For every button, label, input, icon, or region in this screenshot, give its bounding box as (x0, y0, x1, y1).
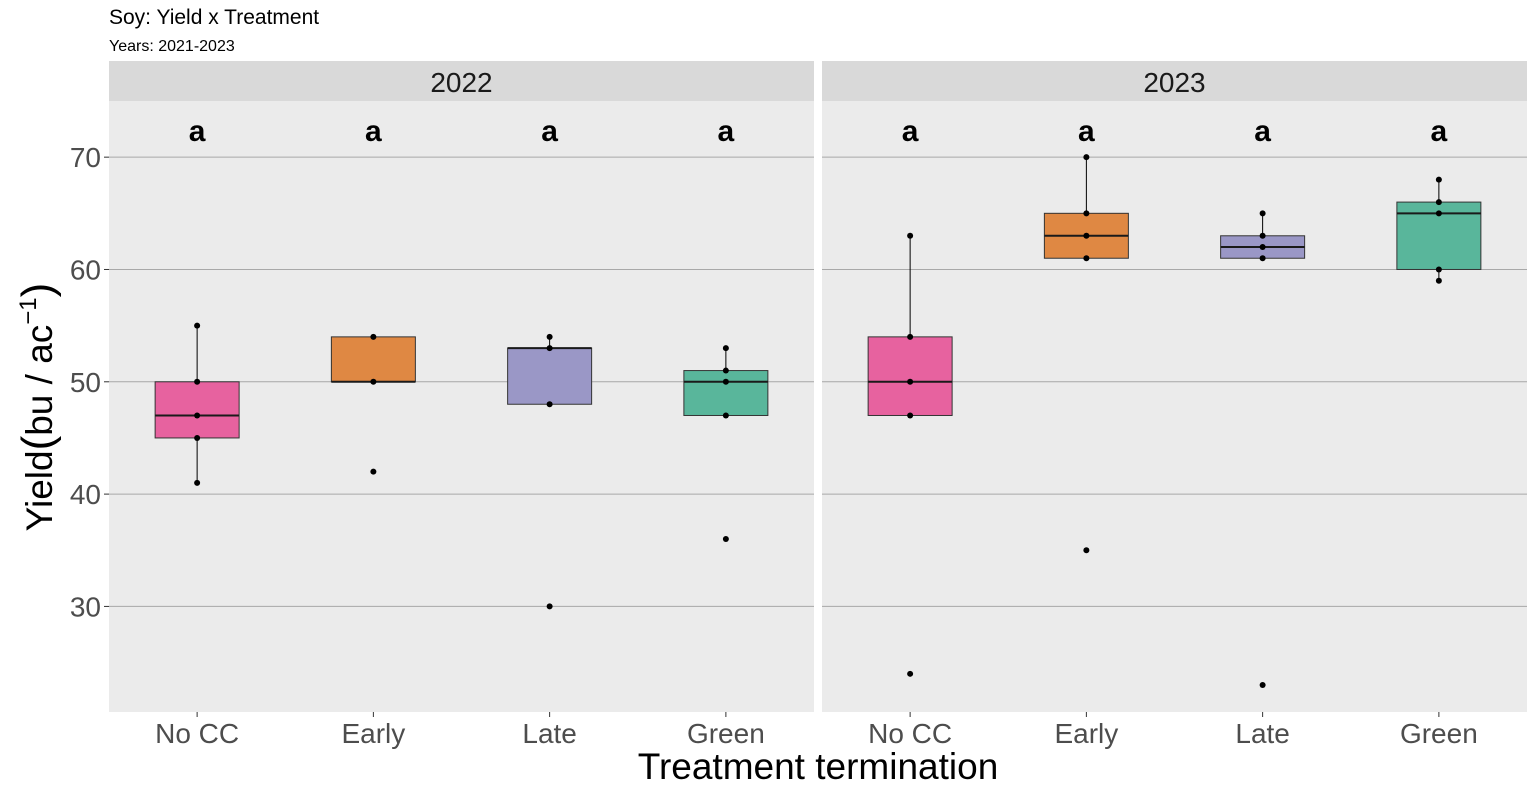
data-point (907, 378, 914, 385)
data-point (546, 401, 553, 408)
data-point (1083, 255, 1090, 262)
x-axis-title: Treatment termination (638, 746, 999, 787)
iqr-box (867, 336, 953, 416)
significance-letter: a (541, 115, 558, 148)
iqr-box (507, 347, 593, 405)
box-early: a (330, 115, 416, 475)
significance-letter: a (718, 115, 735, 148)
y-tick-label: 40 (70, 479, 101, 510)
data-point (370, 468, 377, 475)
data-point (1083, 210, 1090, 217)
data-point (546, 345, 553, 352)
data-point (194, 378, 201, 385)
y-axis: 30 40 50 60 70 (70, 142, 109, 622)
facet-strip (109, 61, 814, 101)
data-point (194, 434, 201, 441)
box-green: a (683, 115, 769, 543)
significance-letter: a (902, 115, 919, 148)
data-point (1435, 176, 1442, 183)
facet-strip-label: 2023 (1143, 67, 1205, 98)
data-point (907, 670, 914, 677)
significance-letter: a (365, 115, 382, 148)
data-point (1435, 199, 1442, 206)
data-point (370, 378, 377, 385)
x-tick-label: Green (1400, 718, 1478, 749)
y-axis-title-text: Yield(bu / ac−1) (13, 283, 62, 532)
y-axis-title: Yield(bu / ac−1) (13, 283, 62, 532)
data-point (1259, 244, 1266, 251)
data-point (546, 603, 553, 610)
data-point (1259, 232, 1266, 239)
data-point (1259, 210, 1266, 217)
data-point (1435, 210, 1442, 217)
iqr-box (683, 370, 769, 416)
data-point (1083, 547, 1090, 554)
box-late: a (507, 115, 593, 610)
significance-letter: a (1078, 115, 1095, 148)
data-point (194, 479, 201, 486)
box-green: a (1396, 115, 1482, 284)
data-point (907, 412, 914, 419)
data-point (370, 333, 377, 340)
chart-title: Soy: Yield x Treatment (109, 6, 319, 29)
box-no-cc: a (154, 115, 240, 486)
data-point (907, 333, 914, 340)
data-point (194, 322, 201, 329)
significance-letter: a (189, 115, 206, 148)
x-tick-label: Early (341, 718, 405, 749)
x-tick-label: No CC (868, 718, 952, 749)
data-point (1083, 154, 1090, 161)
data-point (722, 378, 729, 385)
x-tick-label: No CC (155, 718, 239, 749)
data-point (1083, 232, 1090, 239)
data-point (722, 536, 729, 543)
data-point (1259, 682, 1266, 689)
significance-letter: a (1254, 115, 1271, 148)
data-point (907, 232, 914, 239)
data-point (1435, 266, 1442, 273)
x-tick-label: Green (687, 718, 765, 749)
y-tick-label: 70 (70, 142, 101, 173)
x-tick-label: Early (1054, 718, 1118, 749)
x-tick-label: Late (1235, 718, 1290, 749)
y-tick-label: 50 (70, 367, 101, 398)
significance-letter: a (1431, 115, 1448, 148)
x-tick-label: Late (522, 718, 577, 749)
data-point (1259, 255, 1266, 262)
data-point (194, 412, 201, 419)
data-point (722, 412, 729, 419)
box-no-cc: a (867, 115, 953, 677)
box-early: a (1043, 115, 1129, 554)
iqr-box (154, 381, 240, 439)
data-point (722, 345, 729, 352)
facet-strip-label: 2022 (430, 67, 492, 98)
data-point (546, 333, 553, 340)
facet-panels: 2022 a No CC a Early a Late a Green 2023 a No CC a Ea… (109, 61, 1527, 749)
box-late: a (1220, 115, 1306, 689)
y-tick-label: 60 (70, 254, 101, 285)
facet-panel-2023: 2023 a No CC a Early a Late a Green (822, 61, 1527, 749)
facet-strip (822, 61, 1527, 101)
y-tick-label: 30 (70, 591, 101, 622)
data-point (1435, 277, 1442, 284)
data-point (722, 367, 729, 374)
chart-subtitle: Years: 2021-2023 (109, 38, 235, 55)
iqr-box (330, 336, 416, 383)
facet-panel-2022: 2022 a No CC a Early a Late a Green (109, 61, 814, 749)
